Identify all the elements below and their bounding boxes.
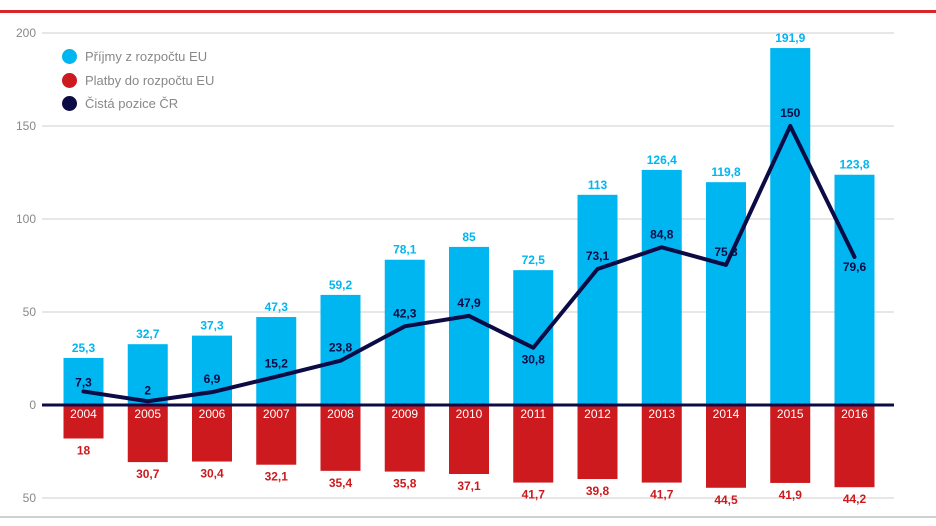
data-label-net: 73,1 — [586, 249, 610, 263]
data-label-income: 119,8 — [711, 165, 741, 179]
legend-label-net: Čistá pozice ČR — [85, 96, 179, 112]
x-tick-label: 2009 — [391, 407, 418, 421]
bar-payment — [706, 405, 746, 488]
bar-income — [834, 174, 875, 405]
x-tick-label: 2011 — [520, 407, 546, 421]
y-tick-label: 50 — [23, 305, 37, 319]
data-label-income: 126,4 — [647, 153, 677, 167]
bar-payment — [577, 405, 618, 480]
bar-payment — [770, 405, 811, 483]
y-tick-label: 100 — [16, 212, 36, 226]
data-label-payment: 44,5 — [714, 493, 738, 507]
bar-income — [706, 182, 746, 405]
data-label-payment: 37,1 — [457, 479, 481, 493]
legend-marker-payments — [62, 72, 77, 88]
x-tick-label: 2007 — [263, 407, 290, 421]
y-tick-label: 0 — [29, 398, 36, 412]
data-label-income: 59,2 — [329, 278, 353, 292]
data-label-income: 78,1 — [393, 243, 417, 257]
x-tick-label: 2015 — [777, 407, 804, 421]
net-position-line — [81, 124, 857, 404]
bar-income — [63, 357, 104, 405]
data-label-payment: 41,7 — [650, 488, 674, 502]
data-label-net: 7,3 — [75, 375, 92, 389]
data-label-net: 42,3 — [393, 306, 417, 320]
data-label-payment: 18 — [77, 443, 91, 457]
bar-income — [770, 48, 811, 405]
data-label-payment: 30,4 — [200, 467, 224, 481]
data-label-payment: 41,9 — [779, 488, 803, 502]
data-label-net: 47,9 — [457, 296, 481, 310]
bar-income — [577, 194, 618, 405]
bar-payment — [641, 405, 682, 483]
bottom-rule — [0, 516, 936, 518]
x-tick-label: 2010 — [456, 407, 483, 421]
legend-label-payments: Platby do rozpočtu EU — [85, 72, 215, 88]
data-label-income: 85 — [462, 230, 476, 244]
legend-label-income: Příjmy z rozpočtu EU — [85, 49, 208, 65]
bar-income — [320, 294, 361, 405]
bar-payment — [192, 405, 232, 462]
data-label-payment: 35,8 — [393, 477, 417, 491]
data-label-payment: 41,7 — [522, 488, 546, 502]
data-label-net: 2 — [144, 383, 151, 397]
bar-payment — [513, 405, 554, 483]
bar-income — [256, 317, 297, 405]
legend-item-income: Příjmy z rozpočtu EU — [62, 45, 214, 69]
data-label-net: 75,3 — [714, 245, 738, 259]
data-label-payment: 30,7 — [136, 467, 160, 481]
x-tick-label: 2016 — [841, 407, 868, 421]
data-label-payment: 32,1 — [265, 470, 289, 484]
x-tick-label: 2004 — [70, 407, 97, 421]
x-tick-label: 2008 — [327, 407, 354, 421]
y-tick-label: 150 — [16, 119, 36, 133]
bar-payment — [63, 405, 104, 439]
legend-item-payments: Platby do rozpočtu EU — [62, 69, 214, 93]
bar-income — [449, 246, 489, 405]
bar-payment — [384, 405, 425, 472]
bar-income — [127, 344, 168, 405]
bar-payment — [834, 405, 875, 488]
data-label-income: 37,3 — [200, 319, 224, 333]
data-label-net: 84,8 — [650, 227, 674, 241]
bar-payment — [320, 405, 361, 471]
data-label-income: 113 — [588, 178, 608, 192]
data-label-payment: 44,2 — [843, 492, 867, 506]
x-tick-label: 2006 — [199, 407, 226, 421]
x-tick-label: 2005 — [134, 407, 161, 421]
x-tick-label: 2013 — [648, 407, 675, 421]
data-label-income: 72,5 — [522, 253, 546, 267]
data-label-income: 47,3 — [265, 300, 289, 314]
data-label-income: 123,8 — [839, 158, 869, 172]
legend-item-net: Čistá pozice ČR — [62, 92, 214, 116]
data-label-payment: 35,4 — [329, 476, 353, 490]
x-tick-label: 2012 — [584, 407, 611, 421]
bar-income — [513, 270, 554, 405]
y-tick-label: 50 — [23, 491, 37, 505]
data-label-payment: 39,8 — [586, 484, 610, 498]
data-label-net: 6,9 — [204, 372, 221, 386]
data-label-net: 150 — [780, 106, 800, 120]
data-label-net: 15,2 — [265, 357, 289, 371]
top-rule — [0, 10, 936, 13]
bar-payment — [449, 405, 489, 475]
bar-payment — [256, 405, 297, 465]
data-label-income: 25,3 — [72, 341, 96, 355]
data-label-net: 79,6 — [843, 260, 867, 274]
legend: Příjmy z rozpočtu EU Platby do rozpočtu … — [62, 45, 214, 116]
legend-marker-net — [62, 96, 77, 112]
data-label-net: 30,8 — [522, 353, 546, 367]
bar-payment — [127, 405, 168, 463]
y-tick-label: 200 — [16, 26, 36, 40]
x-tick-label: 2014 — [713, 407, 740, 421]
legend-marker-income — [62, 49, 77, 65]
data-label-income: 32,7 — [136, 327, 160, 341]
data-label-income: 191,9 — [775, 31, 805, 45]
bar-income — [641, 169, 682, 405]
data-label-net: 23,8 — [329, 341, 353, 355]
